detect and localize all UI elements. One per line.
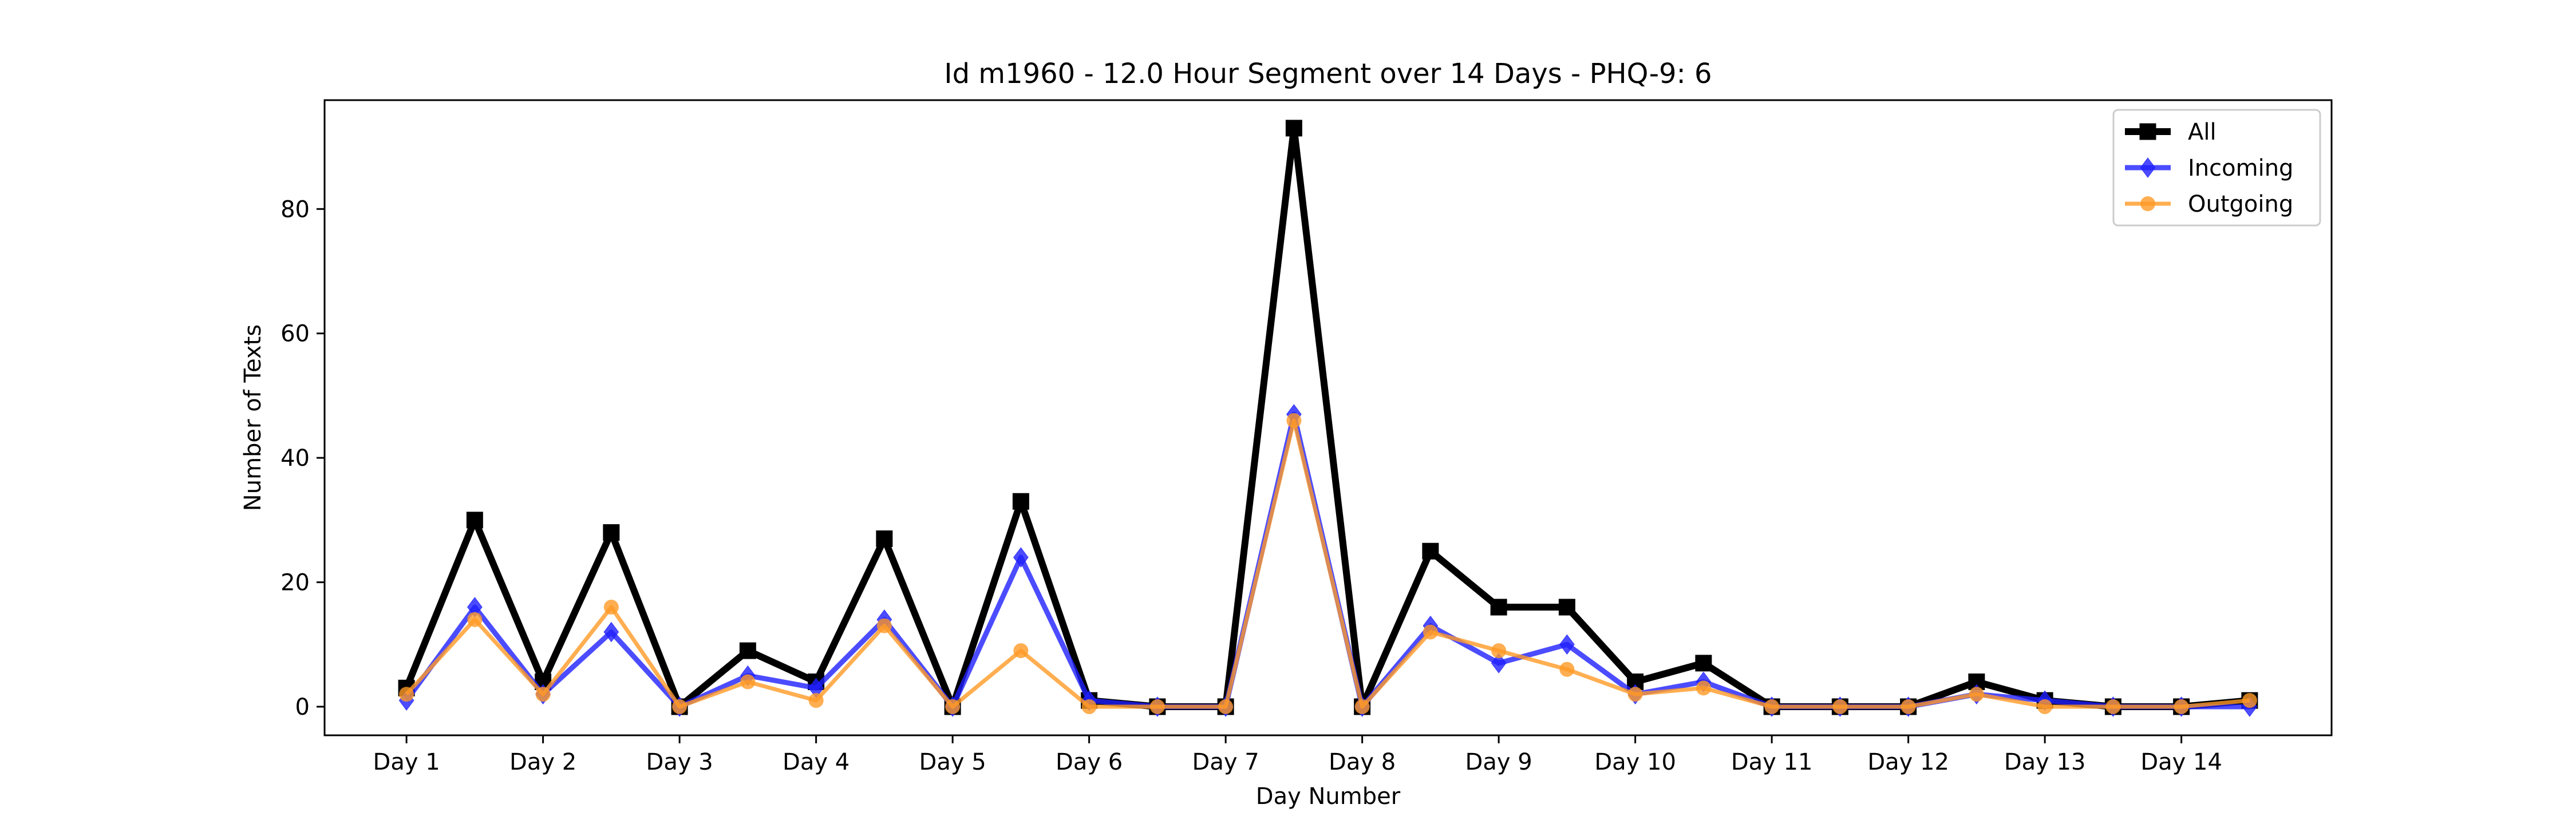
data-point-outgoing bbox=[2105, 699, 2121, 714]
data-point-all bbox=[739, 642, 756, 659]
legend: All Incoming Outgoing bbox=[2112, 109, 2321, 227]
x-tick-label: Day 1 bbox=[373, 749, 440, 775]
data-point-incoming bbox=[1559, 634, 1575, 655]
data-point-all bbox=[876, 530, 893, 547]
x-tick-label: Day 9 bbox=[1465, 749, 1532, 775]
data-point-outgoing bbox=[945, 699, 961, 714]
data-point-outgoing bbox=[2037, 699, 2053, 714]
legend-box bbox=[2112, 109, 2321, 227]
data-point-all bbox=[1558, 599, 1575, 616]
data-point-outgoing bbox=[808, 693, 824, 708]
y-tick-label: 20 bbox=[280, 570, 310, 596]
data-point-outgoing bbox=[1081, 699, 1097, 714]
data-point-all bbox=[1490, 599, 1507, 616]
data-point-incoming bbox=[1013, 547, 1029, 568]
x-tick-label: Day 7 bbox=[1192, 749, 1259, 775]
data-point-outgoing bbox=[672, 699, 688, 714]
data-point-outgoing bbox=[535, 687, 551, 702]
series-all bbox=[398, 120, 2258, 715]
legend-item-outgoing: Outgoing bbox=[2125, 191, 2293, 217]
data-point-outgoing bbox=[2242, 693, 2257, 708]
data-point-outgoing bbox=[1901, 699, 1916, 714]
data-point-outgoing bbox=[1491, 643, 1507, 659]
data-point-outgoing bbox=[1286, 413, 1302, 428]
x-tick-label: Day 3 bbox=[646, 749, 713, 775]
data-point-outgoing bbox=[467, 612, 483, 627]
data-point-all bbox=[466, 512, 483, 529]
data-point-outgoing bbox=[1423, 624, 1438, 640]
legend-label: All bbox=[2188, 119, 2217, 145]
x-tick-label: Day 8 bbox=[1329, 749, 1396, 775]
data-point-outgoing bbox=[1696, 680, 1711, 696]
x-tick-label: Day 5 bbox=[919, 749, 986, 775]
legend-label: Outgoing bbox=[2188, 191, 2293, 217]
legend-swatch-marker bbox=[2139, 123, 2156, 140]
data-point-all bbox=[1422, 542, 1439, 560]
y-tick-label: 40 bbox=[280, 445, 310, 472]
x-tick-label: Day 4 bbox=[783, 749, 850, 775]
data-point-outgoing bbox=[1218, 699, 1234, 714]
x-tick-label: Day 10 bbox=[1594, 749, 1676, 775]
chart-title: Id m1960 - 12.0 Hour Segment over 14 Day… bbox=[944, 58, 1712, 90]
legend-swatch-marker bbox=[2140, 157, 2156, 178]
data-point-all bbox=[603, 524, 620, 541]
data-point-outgoing bbox=[399, 687, 414, 702]
series-layer bbox=[398, 120, 2258, 717]
data-point-incoming bbox=[603, 621, 619, 643]
data-point-outgoing bbox=[2174, 699, 2189, 714]
y-tick-label: 60 bbox=[280, 321, 310, 347]
data-point-all bbox=[1695, 655, 1712, 672]
legend-item-all: All bbox=[2125, 119, 2217, 145]
y-axis-label: Number of Texts bbox=[240, 324, 266, 511]
data-point-outgoing bbox=[1832, 699, 1848, 714]
series-line-outgoing bbox=[405, 418, 2250, 709]
data-point-all bbox=[1285, 120, 1302, 137]
x-tick-label: Day 13 bbox=[2004, 749, 2086, 775]
x-axis: Day 1 Day 2 Day 3 Day 4 Day 5 Day 6 Day 7 Day 8… bbox=[373, 735, 2222, 775]
data-point-outgoing bbox=[740, 674, 756, 690]
legend-label: Incoming bbox=[2188, 155, 2293, 181]
data-point-outgoing bbox=[1627, 687, 1643, 702]
data-point-outgoing bbox=[1149, 699, 1165, 714]
legend-swatch-marker bbox=[2140, 196, 2155, 211]
data-point-outgoing bbox=[603, 600, 619, 615]
y-tick-label: 80 bbox=[280, 196, 310, 223]
data-point-outgoing bbox=[876, 618, 892, 633]
x-tick-label: Day 2 bbox=[509, 749, 576, 775]
legend-item-incoming: Incoming bbox=[2125, 155, 2293, 181]
plot-frame bbox=[323, 99, 2333, 736]
data-point-outgoing bbox=[1013, 643, 1029, 659]
data-point-all bbox=[1012, 493, 1029, 510]
x-tick-label: Day 12 bbox=[1867, 749, 1949, 775]
y-axis: 0 20 40 60 80 bbox=[280, 196, 325, 720]
x-axis-label: Day Number bbox=[1256, 783, 1401, 810]
x-tick-label: Day 6 bbox=[1056, 749, 1123, 775]
x-tick-label: Day 14 bbox=[2140, 749, 2222, 775]
series-line-all bbox=[403, 124, 2250, 710]
data-point-outgoing bbox=[1764, 699, 1780, 714]
x-tick-label: Day 11 bbox=[1731, 749, 1813, 775]
plot-area bbox=[323, 99, 2333, 736]
data-point-outgoing bbox=[1354, 699, 1370, 714]
data-point-outgoing bbox=[1969, 687, 1984, 702]
y-tick-label: 0 bbox=[295, 694, 310, 720]
data-point-outgoing bbox=[1559, 661, 1575, 677]
data-point-incoming bbox=[1491, 653, 1507, 674]
series-outgoing bbox=[399, 413, 2257, 714]
